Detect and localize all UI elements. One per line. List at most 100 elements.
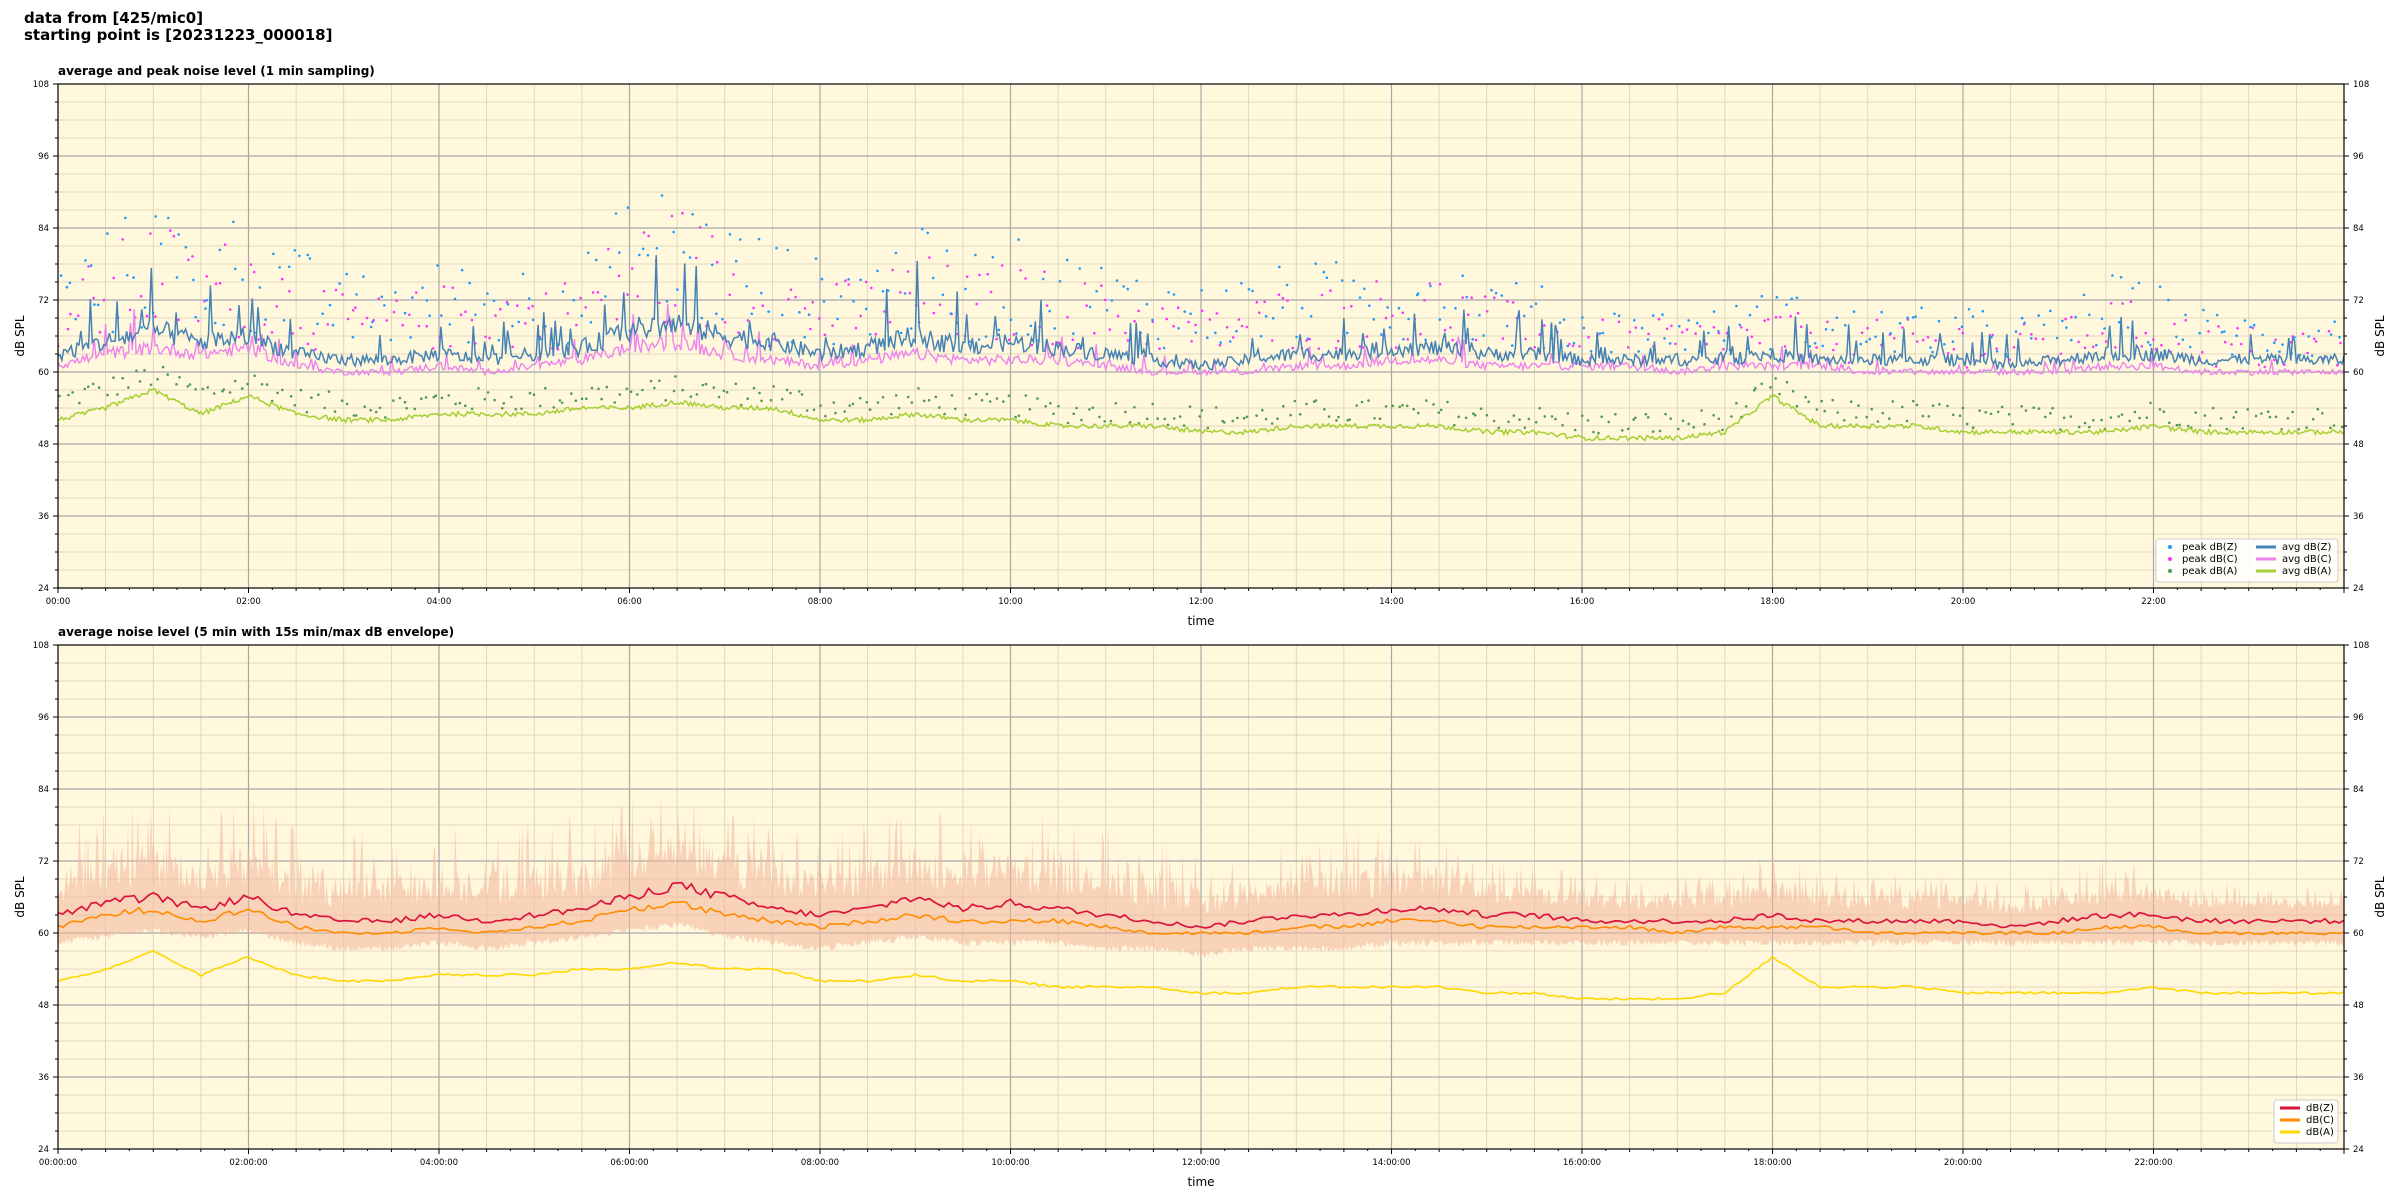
peak-point xyxy=(1057,404,1060,408)
peak-point xyxy=(899,331,903,335)
x-tick-label: 22:00:00 xyxy=(2134,1158,2172,1168)
peak-point xyxy=(1264,315,1268,318)
peak-point xyxy=(395,299,399,303)
peak-point xyxy=(823,333,827,337)
peak-point xyxy=(1028,408,1032,411)
peak-point xyxy=(600,298,603,302)
peak-point xyxy=(1965,422,1969,426)
peak-point xyxy=(1518,418,1521,421)
peak-point xyxy=(798,311,801,314)
peak-point xyxy=(1680,331,1684,334)
peak-point xyxy=(1931,350,1934,354)
peak-point xyxy=(1429,284,1432,288)
legend-label: avg dB(C) xyxy=(2282,554,2332,565)
peak-point xyxy=(597,387,600,391)
peak-point xyxy=(590,386,594,390)
peak-point xyxy=(682,251,685,254)
peak-point xyxy=(205,275,208,278)
peak-point xyxy=(1586,419,1590,422)
peak-point xyxy=(2251,326,2255,330)
peak-point xyxy=(1815,346,1818,349)
peak-point xyxy=(1000,264,1004,267)
y-tick-label-right: 108 xyxy=(2353,641,2369,651)
peak-point xyxy=(1721,428,1724,432)
peak-point xyxy=(2215,313,2219,317)
peak-point xyxy=(1083,282,1087,285)
peak-point xyxy=(672,230,675,234)
peak-point xyxy=(1277,293,1281,297)
peak-point xyxy=(1363,287,1366,291)
peak-point xyxy=(1920,306,1923,310)
peak-point xyxy=(1831,398,1834,402)
peak-point xyxy=(964,413,967,417)
peak-point xyxy=(67,393,70,397)
peak-point xyxy=(253,374,256,378)
peak-point xyxy=(1783,345,1787,348)
peak-point xyxy=(757,237,761,241)
peak-point xyxy=(1133,319,1136,323)
peak-point xyxy=(2321,412,2324,415)
peak-point xyxy=(1745,328,1749,332)
y-tick-label-right: 96 xyxy=(2353,713,2364,723)
peak-point xyxy=(1375,280,1378,283)
peak-point xyxy=(1610,350,1613,354)
peak-point xyxy=(2297,428,2300,431)
peak-point xyxy=(1320,293,1324,297)
peak-point xyxy=(1674,342,1677,346)
peak-point xyxy=(1163,417,1166,421)
peak-point xyxy=(2261,333,2264,337)
peak-point xyxy=(848,404,851,407)
peak-point xyxy=(2128,419,2131,423)
peak-point xyxy=(2260,412,2263,415)
peak-point xyxy=(1573,428,1577,432)
y-tick-label-left: 72 xyxy=(38,857,49,867)
peak-point xyxy=(1657,317,1661,321)
peak-point xyxy=(432,395,436,399)
peak-point xyxy=(1088,305,1092,309)
peak-point xyxy=(1208,318,1212,321)
peak-point xyxy=(1870,407,1873,411)
peak-point xyxy=(440,396,444,400)
peak-point xyxy=(1425,399,1428,402)
peak-point xyxy=(721,317,724,321)
peak-point xyxy=(464,310,467,314)
peak-point xyxy=(1342,306,1346,310)
legend-box xyxy=(2155,538,2339,583)
peak-point xyxy=(289,395,293,398)
peak-point xyxy=(1694,332,1697,335)
peak-point xyxy=(2274,415,2278,419)
peak-point xyxy=(460,268,464,272)
peak-point xyxy=(728,233,732,236)
peak-point xyxy=(854,326,858,330)
peak-point xyxy=(1748,313,1752,317)
peak-point xyxy=(847,283,850,286)
peak-point xyxy=(1677,427,1680,431)
major-grid xyxy=(58,84,2344,588)
peak-point xyxy=(2018,332,2022,336)
peak-point xyxy=(805,409,809,412)
peak-point xyxy=(1946,404,1949,408)
peak-point xyxy=(403,311,407,315)
peak-point xyxy=(2088,313,2091,317)
peak-point xyxy=(1580,414,1584,418)
peak-point xyxy=(527,297,531,300)
peak-point xyxy=(2012,346,2016,349)
peak-point xyxy=(1893,350,1897,353)
peak-point xyxy=(223,243,227,246)
peak-point xyxy=(1692,425,1695,429)
peak-point xyxy=(1981,309,1985,313)
peak-point xyxy=(1739,326,1743,329)
peak-point xyxy=(1348,418,1351,421)
peak-point xyxy=(2327,329,2331,333)
peak-point xyxy=(728,293,731,297)
peak-point xyxy=(1335,419,1338,422)
peak-point xyxy=(2305,426,2308,429)
peak-point xyxy=(464,404,467,408)
peak-point xyxy=(1214,331,1217,335)
x-tick-label: 18:00:00 xyxy=(1753,1158,1791,1168)
peak-point xyxy=(2109,302,2113,305)
peak-point xyxy=(401,323,405,327)
peak-point xyxy=(2307,335,2310,338)
peak-point xyxy=(299,326,302,330)
peak-point xyxy=(1613,312,1616,316)
